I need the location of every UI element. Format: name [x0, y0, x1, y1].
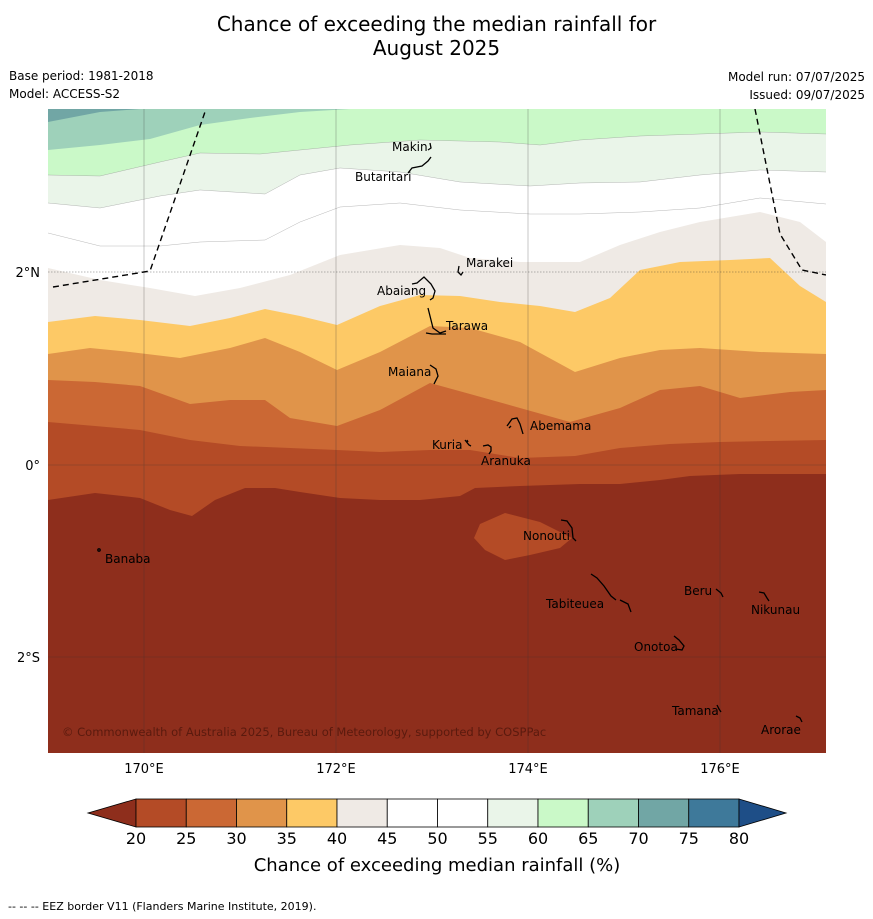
islands — [97, 142, 803, 723]
island-tarawa-shape — [425, 307, 447, 335]
copyright-notice: © Commonwealth of Australia 2025, Bureau… — [62, 725, 546, 739]
title-line-2: August 2025 — [372, 36, 501, 60]
label-marakei: Marakei — [466, 256, 513, 270]
colorbar: 20 25 30 35 40 45 50 55 60 65 70 75 80 — [86, 798, 788, 848]
colorbar-tick-label: 50 — [427, 829, 447, 848]
colorbar-tick-label: 80 — [729, 829, 749, 848]
patch-20-25-nonouti — [474, 513, 572, 560]
label-nikunau: Nikunau — [751, 603, 800, 617]
island-makin-shape — [427, 142, 432, 151]
map-title: Chance of exceeding the median rainfall … — [0, 12, 873, 60]
title-line-1: Chance of exceeding the median rainfall … — [216, 12, 657, 36]
colorbar-segment — [537, 798, 589, 828]
label-abemama: Abemama — [530, 419, 591, 433]
model-name: Model: ACCESS-S2 — [9, 87, 121, 101]
colorbar-tick-label: 25 — [176, 829, 196, 848]
colorbar-tick-label: 45 — [377, 829, 397, 848]
island-tabiteuea-shape — [590, 573, 632, 613]
label-aranuka: Aranuka — [481, 454, 531, 468]
label-butaritari: Butaritari — [355, 170, 412, 184]
label-kuria: Kuria — [432, 438, 463, 452]
island-arorae-shape — [795, 715, 803, 723]
island-abemama-shape — [506, 417, 524, 435]
island-onotoa-shape — [673, 635, 685, 651]
label-tabiteuea: Tabiteuea — [545, 597, 604, 611]
label-abaiang: Abaiang — [377, 284, 426, 298]
eez-border — [52, 109, 207, 288]
colorbar-segment — [386, 798, 438, 828]
colorbar-tick-label: 75 — [679, 829, 699, 848]
colorbar-tick-label: 55 — [478, 829, 498, 848]
label-onotoa: Onotoa — [634, 640, 678, 654]
island-butaritari-shape — [407, 156, 432, 174]
island-tamana-shape — [716, 704, 722, 713]
colorbar-segment — [336, 798, 388, 828]
base-period: Base period: 1981-2018 — [9, 69, 154, 83]
label-arorae: Arorae — [761, 723, 801, 737]
band-below-20 — [48, 474, 826, 753]
label-makin: Makin — [392, 140, 428, 154]
island-banaba-shape — [97, 548, 101, 552]
colorbar-segment — [437, 798, 489, 828]
island-nikunau-shape — [758, 591, 770, 602]
colorbar-tick-label: 60 — [528, 829, 548, 848]
place-labels: Makin Butaritari Marakei Abaiang Tarawa … — [105, 140, 801, 737]
label-tamana: Tamana — [671, 704, 719, 718]
rainfall-probability-map: Makin Butaritari Marakei Abaiang Tarawa … — [48, 109, 826, 753]
colorbar-extend-low — [86, 798, 137, 828]
colorbar-segment — [185, 798, 237, 828]
axis-labels: 2°N 0° 2°S 170°E 172°E 174°E 176°E — [16, 266, 740, 777]
island-marakei-shape — [457, 265, 464, 277]
issued-date: Issued: 09/07/2025 — [749, 88, 865, 102]
model-run-date: Model run: 07/07/2025 — [727, 70, 865, 84]
colorbar-tick-label: 70 — [628, 829, 648, 848]
colorbar-extend-high — [738, 798, 788, 828]
label-beru: Beru — [684, 584, 712, 598]
colorbar-segment — [587, 798, 639, 828]
colorbar-segment — [236, 798, 288, 828]
colorbar-tick-label: 40 — [327, 829, 347, 848]
lat-label-2n: 2°N — [16, 266, 41, 281]
label-maiana: Maiana — [388, 365, 431, 379]
label-nonouti: Nonouti — [523, 529, 570, 543]
colorbar-tick-label: 30 — [226, 829, 246, 848]
lat-label-0: 0° — [25, 459, 40, 474]
colorbar-tick-label: 65 — [578, 829, 598, 848]
colorbar-segment — [135, 798, 187, 828]
label-tarawa: Tarawa — [445, 319, 488, 333]
island-maiana-shape — [429, 364, 439, 385]
lon-label-172e: 172°E — [316, 762, 356, 777]
eez-footnote: -- -- -- EEZ border V11 (Flanders Marine… — [8, 900, 317, 913]
colorbar-segment — [487, 798, 539, 828]
lat-label-2s: 2°S — [17, 651, 40, 666]
colorbar-segment — [688, 798, 740, 828]
lon-label-170e: 170°E — [124, 762, 164, 777]
island-abaiang-shape — [411, 276, 436, 301]
contour-lines — [48, 131, 826, 247]
label-banaba: Banaba — [105, 552, 151, 566]
colorbar-segment — [286, 798, 338, 828]
colorbar-label: Chance of exceeding median rainfall (%) — [254, 855, 621, 876]
graticule — [48, 109, 826, 753]
colorbar-tick-label: 20 — [126, 829, 146, 848]
island-beru-shape — [715, 588, 724, 598]
island-nonouti-shape — [560, 519, 577, 542]
island-kuria-shape — [464, 439, 472, 447]
colorbar-tick-label: 35 — [277, 829, 297, 848]
eez-border-east — [754, 109, 826, 276]
lon-label-174e: 174°E — [508, 762, 548, 777]
colorbar-segment — [638, 798, 690, 828]
island-aranuka-shape — [482, 444, 492, 455]
lon-label-176e: 176°E — [700, 762, 740, 777]
